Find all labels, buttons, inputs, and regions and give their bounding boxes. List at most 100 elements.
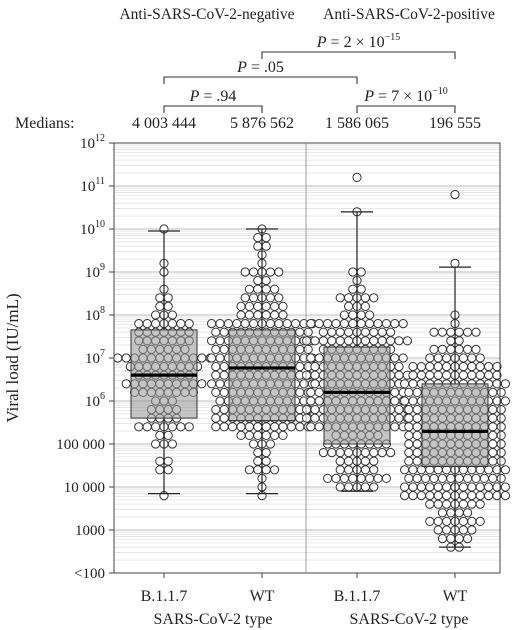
median-value-label: 196 555 — [429, 115, 481, 132]
data-point — [488, 422, 498, 432]
data-point — [429, 344, 439, 354]
data-point — [261, 233, 271, 243]
data-point — [314, 353, 324, 363]
data-point — [408, 465, 418, 475]
data-point — [404, 422, 414, 432]
data-point — [207, 379, 217, 389]
data-point — [360, 448, 370, 458]
y-tick-label: 1012 — [80, 133, 105, 152]
data-point — [425, 370, 435, 380]
data-point — [270, 284, 280, 294]
data-point — [475, 516, 485, 527]
data-point — [155, 456, 165, 466]
data-point — [496, 422, 506, 432]
data-point — [348, 473, 358, 483]
panel-title-negative: Anti-SARS-CoV-2-negative — [119, 6, 294, 23]
data-point — [402, 336, 412, 346]
data-point — [454, 534, 464, 544]
data-point — [270, 430, 280, 440]
data-point — [467, 499, 477, 509]
x-axis-label-positive: SARS-CoV-2 type — [350, 611, 469, 628]
data-point — [310, 379, 320, 389]
data-point — [408, 362, 418, 372]
data-point — [433, 353, 443, 363]
data-point — [390, 422, 400, 432]
data-point — [219, 422, 229, 432]
data-point — [261, 284, 271, 294]
data-point — [215, 336, 225, 346]
data-point — [335, 327, 345, 337]
data-point — [404, 448, 414, 458]
data-point — [215, 319, 225, 329]
y-tick-label: 1011 — [80, 176, 105, 195]
data-point — [253, 241, 263, 251]
data-point — [416, 370, 426, 380]
data-point — [302, 413, 312, 423]
x-axis-label-negative: SARS-CoV-2 type — [154, 611, 273, 628]
data-point — [339, 473, 349, 483]
data-point — [339, 319, 349, 329]
data-point — [211, 370, 221, 380]
data-point — [408, 491, 418, 501]
data-point — [400, 482, 410, 492]
data-point — [433, 491, 443, 501]
data-point — [344, 336, 354, 346]
data-point — [475, 353, 485, 363]
data-point — [369, 482, 379, 492]
data-point — [236, 310, 246, 320]
comparison-bracket — [163, 76, 358, 84]
data-point — [377, 448, 387, 458]
data-point — [404, 473, 414, 483]
y-tick-label: 108 — [85, 305, 105, 324]
data-point — [467, 370, 477, 380]
data-point — [344, 301, 354, 311]
data-point — [244, 465, 254, 475]
data-point — [323, 473, 333, 483]
data-point — [446, 534, 456, 544]
data-point — [167, 439, 177, 449]
y-tick-label: 107 — [85, 348, 105, 367]
data-point — [310, 336, 320, 346]
data-point — [318, 336, 328, 346]
data-point — [302, 370, 312, 380]
data-point — [344, 456, 354, 466]
data-point — [331, 473, 341, 483]
data-point — [408, 370, 418, 380]
data-point — [211, 387, 221, 397]
data-point — [484, 370, 494, 380]
data-point — [467, 353, 477, 363]
data-point — [488, 456, 498, 466]
medians-label: Medians: — [15, 115, 75, 132]
data-point — [344, 293, 354, 303]
data-point — [344, 482, 354, 492]
data-point — [253, 430, 263, 440]
data-point — [295, 422, 305, 432]
data-point — [446, 336, 456, 346]
data-point — [475, 482, 485, 492]
data-point — [274, 319, 284, 329]
data-point — [244, 422, 254, 432]
data-point — [454, 336, 464, 346]
y-tick-label: 109 — [85, 262, 105, 281]
data-point — [404, 405, 414, 415]
data-point — [463, 344, 473, 354]
data-point — [429, 327, 439, 337]
data-point — [339, 310, 349, 320]
data-point — [215, 353, 225, 363]
data-point — [404, 456, 414, 466]
data-point — [236, 301, 246, 311]
data-point — [310, 362, 320, 372]
comparison-bracket — [356, 105, 456, 113]
data-point — [488, 413, 498, 423]
data-point — [412, 439, 422, 449]
data-point — [425, 516, 435, 527]
data-point — [412, 387, 422, 397]
data-point — [348, 267, 358, 277]
comparison-bracket — [261, 51, 456, 59]
data-point — [207, 319, 217, 329]
data-point — [306, 422, 316, 432]
data-point — [356, 267, 366, 277]
data-point — [360, 327, 370, 337]
data-point — [253, 276, 263, 286]
